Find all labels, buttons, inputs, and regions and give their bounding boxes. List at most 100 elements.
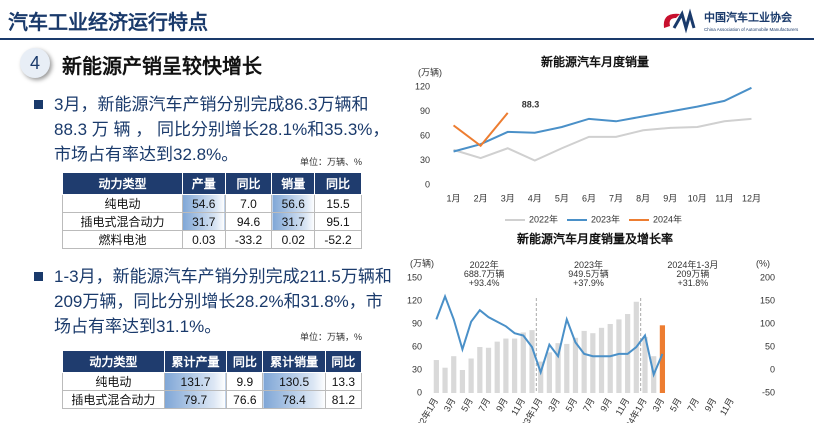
cell: 131.7: [163, 372, 228, 391]
x-tick-label: 5月: [668, 396, 684, 413]
cell: -52.2: [314, 230, 362, 249]
table: 动力类型 累计产量 同比 累计销量 同比 纯电动 131.7 9.9 130.5 13.3 插电式混…: [62, 350, 363, 409]
bar: [459, 370, 466, 393]
bar: [433, 360, 439, 393]
y2-tick-label: 150: [760, 295, 775, 305]
x-tick-label: 11月: [715, 193, 733, 203]
cell: 插电式混合动力: [62, 390, 165, 409]
y-tick-label: 0: [425, 179, 430, 189]
y-tick-label: 150: [407, 272, 422, 282]
cell: 130.5: [262, 372, 326, 391]
annotation-line: +37.9%: [573, 278, 604, 288]
bar: [581, 330, 587, 393]
cell: -33.2: [224, 230, 273, 249]
bar: [607, 324, 613, 393]
section-title: 新能源产销呈较快增长: [62, 56, 262, 78]
header-row: 动力类型 产量 同比 销量 同比: [62, 172, 362, 195]
header-cell: 同比: [314, 172, 362, 195]
header-rule: [0, 38, 814, 40]
y-tick-label: 90: [420, 106, 430, 116]
y2-tick-label: -50: [762, 387, 775, 397]
x-tick-label: 2022年1月: [409, 396, 440, 423]
x-tick-label: 5月: [564, 396, 580, 413]
cell: 31.7: [271, 212, 316, 231]
legend-label: 2023年: [591, 213, 620, 224]
x-tick-label: 9月: [663, 193, 677, 203]
cell: 76.6: [226, 390, 264, 409]
x-tick-label: 4月: [528, 193, 542, 203]
header-row: 动力类型 累计产量 同比 累计销量 同比: [62, 350, 363, 373]
x-tick-label: 11月: [718, 396, 736, 417]
annotation-line: 2024年1-3月: [667, 259, 718, 270]
y2-tick-label: 50: [765, 341, 775, 351]
y-tick-label: 0: [417, 387, 422, 397]
y-tick-label: 90: [412, 318, 422, 328]
y2-tick-label: 200: [760, 272, 775, 282]
annotation: 88.3: [522, 99, 540, 109]
annotation-line: +93.4%: [469, 278, 500, 288]
unit-note: 单位：万辆、%: [300, 157, 363, 167]
x-tick-label: 3月: [442, 396, 458, 413]
slide-title: 汽车工业经济运行特点: [8, 12, 208, 34]
x-tick-label: 1月: [447, 193, 461, 203]
y-tick-label: 60: [420, 130, 430, 140]
line: [453, 86, 752, 153]
y-axis-label: (万辆): [418, 66, 442, 77]
cell: 78.4: [262, 390, 326, 409]
x-tick-label: 12月: [742, 193, 761, 203]
bullet: 1-3月，新能源汽车产销分别完成211.5万辆和209万辆，同比分别增长28.2…: [32, 264, 394, 339]
annotation-line: +31.8%: [677, 278, 708, 288]
section-number: 4: [20, 48, 50, 78]
x-tick-label: 3月: [546, 396, 562, 413]
annotation-line: 2022年: [470, 259, 499, 270]
cell: 79.7: [163, 390, 228, 409]
header-cell: 产量: [181, 172, 226, 195]
y-tick-label: 30: [412, 364, 422, 374]
x-tick-label: 11月: [614, 396, 632, 417]
x-tick-label: 9月: [703, 396, 719, 413]
logo-en: China Association of Automobile Manufact…: [704, 27, 799, 32]
x-tick-label: 10月: [688, 193, 707, 203]
annotation-line: 688.7万辆: [464, 268, 505, 279]
annotation-line: 209万辆: [676, 268, 709, 279]
row: 插电式混合动力 79.7 76.6 78.4 81.2: [62, 390, 363, 409]
x-tick-label: 7月: [609, 193, 623, 203]
cell: 54.6: [181, 194, 226, 213]
x-tick-label: 7月: [685, 396, 701, 413]
cell: 31.7: [181, 212, 226, 231]
header-cell: 同比: [226, 350, 264, 373]
y-tick-label: 120: [407, 295, 422, 305]
cell: 插电式混合动力: [62, 212, 183, 231]
bar: [477, 347, 483, 393]
x-tick-label: 5月: [555, 193, 569, 203]
annotation: 2024年1-3月 209万辆+31.8%: [667, 259, 718, 288]
cell: 0.03: [181, 230, 226, 249]
bar: [564, 343, 570, 393]
bar: [511, 338, 518, 393]
annotation-line: 949.5万辆: [568, 268, 609, 279]
y-axis-label: (万辆): [410, 257, 434, 268]
annotation: 2023年 949.5万辆+37.9%: [568, 259, 609, 288]
bar: [546, 352, 552, 393]
cell: 0.02: [271, 230, 316, 249]
x-tick-label: 3月: [501, 193, 515, 203]
y-tick-label: 120: [415, 81, 430, 91]
chart-title: 新能源汽车月度销量: [541, 54, 649, 69]
bar: [538, 361, 544, 393]
x-tick-label: 5月: [459, 396, 475, 413]
bar: [503, 338, 509, 393]
line: [453, 117, 752, 162]
y-tick-label: 30: [420, 155, 430, 165]
bar: [616, 319, 622, 393]
bar: [642, 337, 648, 393]
bar: [659, 325, 666, 393]
cell: 燃料电池: [62, 230, 183, 249]
bar: [590, 333, 596, 393]
row: 燃料电池 0.03 -33.2 0.02 -52.2: [62, 230, 362, 249]
bar: [529, 330, 535, 393]
bar: [555, 343, 561, 393]
table: 动力类型 产量 同比 销量 同比 纯电动 54.6 7.0 56.6 15.5 插电式混合动力 31.…: [62, 172, 362, 249]
bullet: 3月，新能源汽车产销分别完成86.3万辆和88.3 万 辆 ， 同比分别增长28…: [32, 92, 394, 167]
